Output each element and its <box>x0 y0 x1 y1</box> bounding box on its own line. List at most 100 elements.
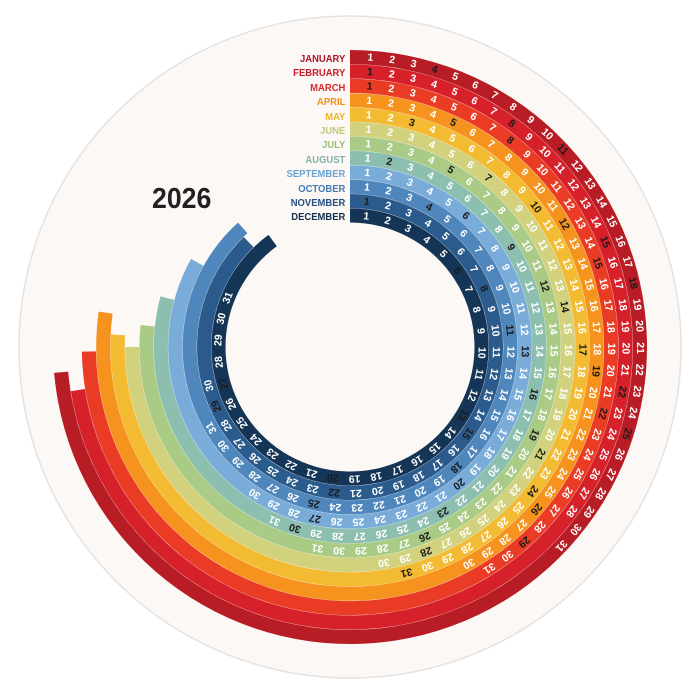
day-number: 20 <box>370 483 384 497</box>
day-number: 29 <box>355 544 367 557</box>
day-number: 20 <box>542 427 558 443</box>
day-number: 26 <box>330 515 343 528</box>
day-number: 7 <box>462 284 475 295</box>
day-number: 3 <box>404 191 414 204</box>
day-number: 13 <box>519 346 531 358</box>
day-number: 10 <box>513 259 529 275</box>
day-number: 23 <box>305 481 320 496</box>
day-number: 11 <box>513 301 527 315</box>
day-number: 19 <box>498 445 515 462</box>
day-number: 27 <box>396 536 411 551</box>
day-number: 22 <box>414 499 430 515</box>
day-number: 16 <box>612 234 627 249</box>
day-number: 3 <box>406 161 416 174</box>
day-number: 23 <box>564 447 580 463</box>
day-number: 12 <box>556 216 572 232</box>
day-number: 17 <box>611 277 625 291</box>
day-number: 20 <box>515 446 531 462</box>
day-number: 17 <box>493 426 509 442</box>
day-number: 3 <box>408 87 417 100</box>
day-number: 4 <box>427 138 437 151</box>
month-label-may: MAY <box>324 110 345 123</box>
day-number: 14 <box>593 194 609 210</box>
day-number: 3 <box>408 102 417 115</box>
day-number: 19 <box>618 320 631 333</box>
day-number: 14 <box>588 214 604 230</box>
day-number: 22 <box>283 457 299 473</box>
day-number: 15 <box>547 345 559 357</box>
day-number: 13 <box>577 195 593 211</box>
day-number: 4 <box>428 108 438 121</box>
day-number: 3 <box>409 72 418 85</box>
day-number: 8 <box>483 263 496 274</box>
day-number: 4 <box>422 217 433 230</box>
day-number: 14 <box>496 387 511 402</box>
day-number: 2 <box>386 126 394 139</box>
day-number: 18 <box>616 298 630 312</box>
day-number: 4 <box>429 78 438 91</box>
day-number: 5 <box>446 148 457 161</box>
day-number: 27 <box>438 535 454 551</box>
day-number: 13 <box>543 300 557 314</box>
day-number: 1 <box>363 181 370 194</box>
month-label-february: FEBRUARY <box>292 67 345 80</box>
day-number: 24 <box>580 447 596 463</box>
day-number: 1 <box>365 109 372 121</box>
day-number: 13 <box>581 176 598 193</box>
day-number: 17 <box>560 365 573 378</box>
day-number: 26 <box>223 396 239 412</box>
day-number: 19 <box>550 407 565 422</box>
day-number: 31 <box>203 420 219 436</box>
day-number: 19 <box>589 365 602 378</box>
day-number: 19 <box>348 472 360 484</box>
day-number: 19 <box>605 343 617 355</box>
month-label-list: JANUARY FEBRUARY MARCH APRIL MAY JUNE JU… <box>280 52 345 225</box>
day-number: 10 <box>507 280 522 295</box>
day-number: 7 <box>487 121 499 134</box>
day-number: 15 <box>511 387 526 402</box>
day-number: 17 <box>541 387 555 401</box>
day-number: 31 <box>481 560 497 576</box>
day-number: 31 <box>311 541 325 555</box>
day-number: 20 <box>565 407 580 422</box>
day-number: 5 <box>443 196 455 209</box>
day-number: 27 <box>308 511 322 525</box>
day-number: 30 <box>377 555 391 569</box>
day-number: 12 <box>544 257 560 272</box>
month-label-december: DECEMBER <box>290 211 345 224</box>
day-number: 21 <box>600 385 614 399</box>
day-number: 16 <box>409 452 425 468</box>
day-number: 20 <box>412 483 428 499</box>
day-number: 15 <box>581 277 596 291</box>
day-number: 13 <box>559 257 574 272</box>
day-number: 16 <box>605 255 620 270</box>
day-number: 14 <box>516 367 530 381</box>
day-number: 24 <box>455 508 472 525</box>
month-label-september: SEPTEMBER <box>286 168 345 181</box>
day-number: 11 <box>490 347 502 359</box>
day-number: 26 <box>457 524 473 540</box>
day-number: 28 <box>459 540 475 556</box>
day-number: 29 <box>212 334 225 346</box>
day-number: 4 <box>421 233 433 246</box>
day-number: 31 <box>267 513 283 529</box>
day-number: 21 <box>634 342 646 354</box>
day-number: 30 <box>247 485 263 502</box>
day-number: 25 <box>570 466 586 482</box>
day-number: 13 <box>572 215 588 231</box>
day-number: 30 <box>420 559 435 574</box>
day-number: 18 <box>604 321 617 334</box>
day-number: 29 <box>266 496 282 512</box>
day-number: 18 <box>410 468 426 484</box>
day-number: 10 <box>519 238 535 254</box>
day-number: 15 <box>572 300 586 314</box>
day-number: 12 <box>504 346 516 358</box>
day-number: 2 <box>385 156 393 169</box>
day-number: 16 <box>586 299 600 313</box>
day-number: 17 <box>519 407 534 422</box>
day-number: 7 <box>467 264 480 275</box>
day-number: 26 <box>374 527 388 541</box>
day-number: 2 <box>388 68 396 81</box>
day-number: 16 <box>596 277 610 291</box>
day-number: 28 <box>592 485 608 501</box>
